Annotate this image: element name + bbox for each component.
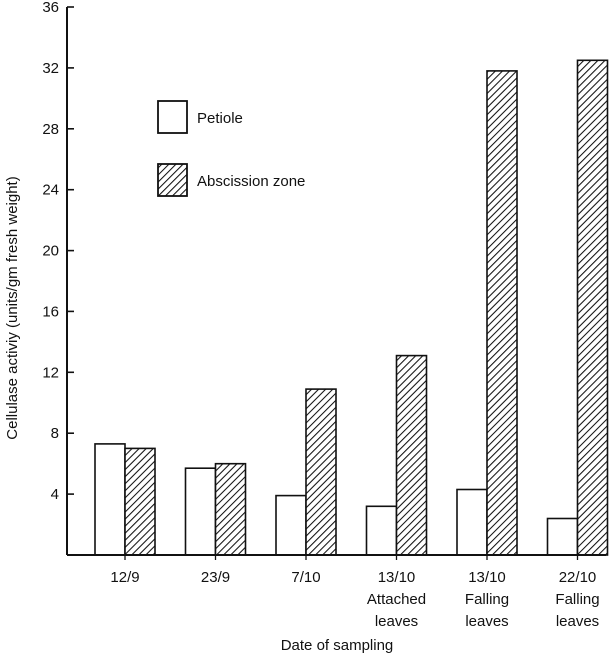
y-tick-label-36: 36 — [42, 0, 59, 16]
y-tick-label-4: 4 — [51, 486, 59, 503]
y-tick-label-20: 20 — [42, 243, 59, 260]
x-category-label-6-line-3: leaves — [556, 613, 599, 630]
legend-swatch-petiole — [157, 100, 188, 134]
x-category-label-4-line-1: 13/10 — [378, 569, 416, 586]
x-category-label-3-line-1: 7/10 — [291, 569, 320, 586]
y-axis-title: Cellulase activiy (units/gm fresh weight… — [4, 176, 21, 439]
x-category-label-5-line-3: leaves — [465, 613, 508, 630]
bar-petiole-4 — [365, 505, 398, 556]
x-category-label-4-line-3: leaves — [375, 613, 418, 630]
x-category-label-2-line-1: 23/9 — [201, 569, 230, 586]
y-tick-label-32: 32 — [42, 60, 59, 77]
bar-petiole-2 — [184, 467, 217, 556]
legend-swatch-abscission-zone — [157, 163, 188, 197]
y-ticks-layer: 4 8 12 16 20 24 28 32 36 — [42, 0, 74, 503]
bar-abscission-zone-1 — [124, 447, 156, 556]
x-category-label-5-line-2: Falling — [465, 591, 509, 608]
bars-layer — [94, 59, 609, 556]
y-tick-label-12: 12 — [42, 364, 59, 381]
x-category-label-6-line-2: Falling — [555, 591, 599, 608]
bar-abscission-zone-3 — [305, 388, 337, 556]
bar-petiole-1 — [94, 443, 126, 556]
bar-abscission-zone-4 — [395, 354, 428, 556]
legend-label-abscission-zone: Abscission zone — [197, 173, 305, 190]
x-category-label-5-line-1: 13/10 — [468, 569, 506, 586]
axes-layer — [66, 7, 606, 556]
category-labels-layer: 12/9 23/9 7/10 13/10 Attached leaves 13/10 Fall… — [110, 555, 600, 630]
y-tick-label-24: 24 — [42, 182, 59, 199]
x-axis-title: Date of sampling — [281, 637, 394, 654]
bar-abscission-zone-5 — [486, 70, 518, 556]
y-tick-label-28: 28 — [42, 121, 59, 138]
bar-abscission-zone-2 — [214, 462, 247, 556]
bar-petiole-5 — [456, 488, 488, 556]
bar-petiole-3 — [275, 494, 307, 556]
y-tick-label-8: 8 — [51, 425, 59, 442]
x-category-label-6-line-1: 22/10 — [559, 569, 597, 586]
bar-petiole-6 — [546, 517, 579, 556]
legend-label-petiole: Petiole — [197, 110, 243, 127]
y-tick-label-16: 16 — [42, 303, 59, 320]
bar-abscission-zone-6 — [576, 59, 609, 556]
x-category-label-1-line-1: 12/9 — [110, 569, 139, 586]
x-category-label-4-line-2: Attached — [367, 591, 426, 608]
legend: Petiole Abscission zone — [157, 100, 305, 197]
